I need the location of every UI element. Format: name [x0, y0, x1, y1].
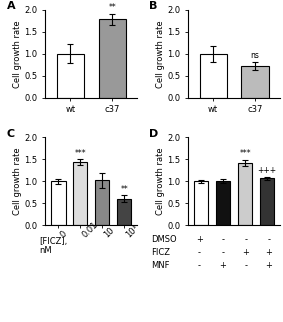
Text: MNF: MNF: [151, 261, 170, 270]
Bar: [216, 181, 230, 225]
Bar: [238, 163, 252, 225]
Text: ***: ***: [239, 149, 251, 158]
Text: FICZ: FICZ: [151, 248, 170, 257]
Text: **: **: [108, 3, 116, 12]
Text: **: **: [120, 185, 128, 194]
Text: -: -: [267, 235, 270, 244]
Bar: [200, 54, 227, 98]
Bar: [51, 181, 66, 225]
Text: +: +: [196, 235, 203, 244]
Text: [FICZ],: [FICZ],: [40, 237, 68, 246]
Text: ***: ***: [74, 148, 86, 157]
Bar: [194, 181, 208, 225]
Text: +++: +++: [258, 166, 276, 175]
Bar: [57, 54, 84, 98]
Text: +: +: [265, 248, 272, 257]
Y-axis label: Cell growth rate: Cell growth rate: [13, 20, 22, 88]
Y-axis label: Cell growth rate: Cell growth rate: [13, 147, 22, 215]
Text: D: D: [149, 128, 158, 138]
Bar: [117, 199, 131, 225]
Text: -: -: [198, 261, 201, 270]
Text: ns: ns: [251, 51, 260, 60]
Text: DMSO: DMSO: [151, 235, 177, 244]
Y-axis label: Cell growth rate: Cell growth rate: [156, 20, 164, 88]
Text: -: -: [244, 235, 247, 244]
Text: -: -: [244, 261, 247, 270]
Text: -: -: [198, 248, 201, 257]
Text: -: -: [221, 248, 224, 257]
Text: +: +: [242, 248, 249, 257]
Text: C: C: [7, 128, 15, 138]
Bar: [241, 66, 269, 98]
Bar: [73, 162, 87, 225]
Text: A: A: [7, 1, 15, 11]
Bar: [99, 19, 126, 98]
Text: -: -: [221, 235, 224, 244]
Text: B: B: [149, 1, 158, 11]
Text: +: +: [265, 261, 272, 270]
Text: nM: nM: [40, 246, 52, 255]
Text: +: +: [219, 261, 226, 270]
Bar: [260, 178, 274, 225]
Bar: [95, 181, 110, 225]
Y-axis label: Cell growth rate: Cell growth rate: [156, 147, 164, 215]
